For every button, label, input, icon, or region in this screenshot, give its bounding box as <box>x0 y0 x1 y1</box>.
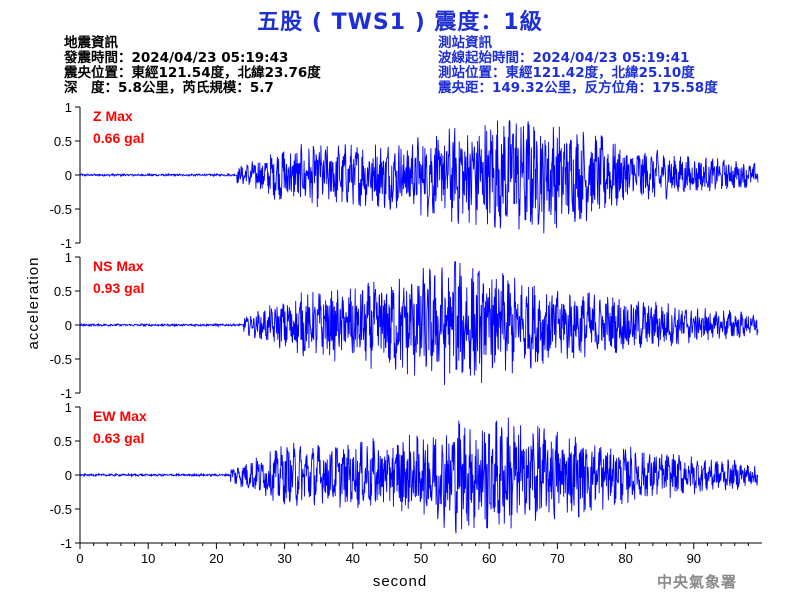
max-label-name: NS Max <box>93 258 144 274</box>
quake-info-heading: 地震資訊 <box>64 35 118 51</box>
max-label-name: Z Max <box>93 108 133 124</box>
x-tick-label: 0 <box>76 551 83 566</box>
x-tick-label: 50 <box>414 551 428 566</box>
credit-text: 中央氣象署 <box>657 573 738 591</box>
x-tick-label: 40 <box>346 551 360 566</box>
y-tick-label: -0.5 <box>50 352 72 367</box>
x-tick-label: 10 <box>141 551 155 566</box>
station-info: 測站資訊 波線起始時間：2024/04/23 05:19:41 測站位置：東經1… <box>438 36 718 96</box>
page-title: 五股 ( TWS1 ) 震度：1級 <box>257 10 543 35</box>
trace-line <box>80 417 759 534</box>
y-tick-label: 0.5 <box>54 434 72 449</box>
origin-time: 發震時間：2024/04/23 05:19:43 <box>64 50 289 66</box>
x-tick-label: 20 <box>209 551 223 566</box>
max-label-value: 0.66 gal <box>93 130 144 146</box>
station-info-heading: 測站資訊 <box>438 35 492 51</box>
wave-start-time: 波線起始時間：2024/04/23 05:19:41 <box>438 50 690 66</box>
x-tick-label: 70 <box>550 551 564 566</box>
y-tick-label: 0 <box>65 168 72 183</box>
distance-azimuth: 震央距：149.32公里，反方位角：175.58度 <box>438 80 718 96</box>
trace-line <box>79 261 759 386</box>
depth-magnitude: 深 度：5.8公里，芮氏規模：5.7 <box>64 80 274 96</box>
y-tick-label: -1 <box>60 386 72 401</box>
x-tick-label: 90 <box>687 551 701 566</box>
y-axis-label: acceleration <box>25 257 42 350</box>
quake-info: 地震資訊 發震時間：2024/04/23 05:19:43 震央位置：東經121… <box>64 36 321 96</box>
max-label-value: 0.93 gal <box>93 280 144 296</box>
x-tick-label: 30 <box>277 551 291 566</box>
y-tick-label: -1 <box>60 236 72 251</box>
y-tick-label: 1 <box>65 400 72 415</box>
y-tick-label: 0.5 <box>54 284 72 299</box>
trace-line <box>79 120 759 234</box>
y-tick-label: 0.5 <box>54 134 72 149</box>
y-tick-label: -0.5 <box>50 202 72 217</box>
y-tick-label: 1 <box>65 100 72 115</box>
max-label-value: 0.63 gal <box>93 430 144 446</box>
y-tick-label: -0.5 <box>50 502 72 517</box>
x-tick-label: 60 <box>482 551 496 566</box>
x-tick-label: 80 <box>618 551 632 566</box>
epicenter-location: 震央位置：東經121.54度，北緯23.76度 <box>64 65 321 81</box>
station-location: 測站位置：東經121.42度，北緯25.10度 <box>438 65 695 81</box>
y-tick-label: -1 <box>60 536 72 551</box>
y-tick-label: 0 <box>65 318 72 333</box>
y-tick-label: 0 <box>65 468 72 483</box>
max-label-name: EW Max <box>93 408 147 424</box>
y-tick-label: 1 <box>65 250 72 265</box>
x-axis-label: second <box>373 573 427 590</box>
